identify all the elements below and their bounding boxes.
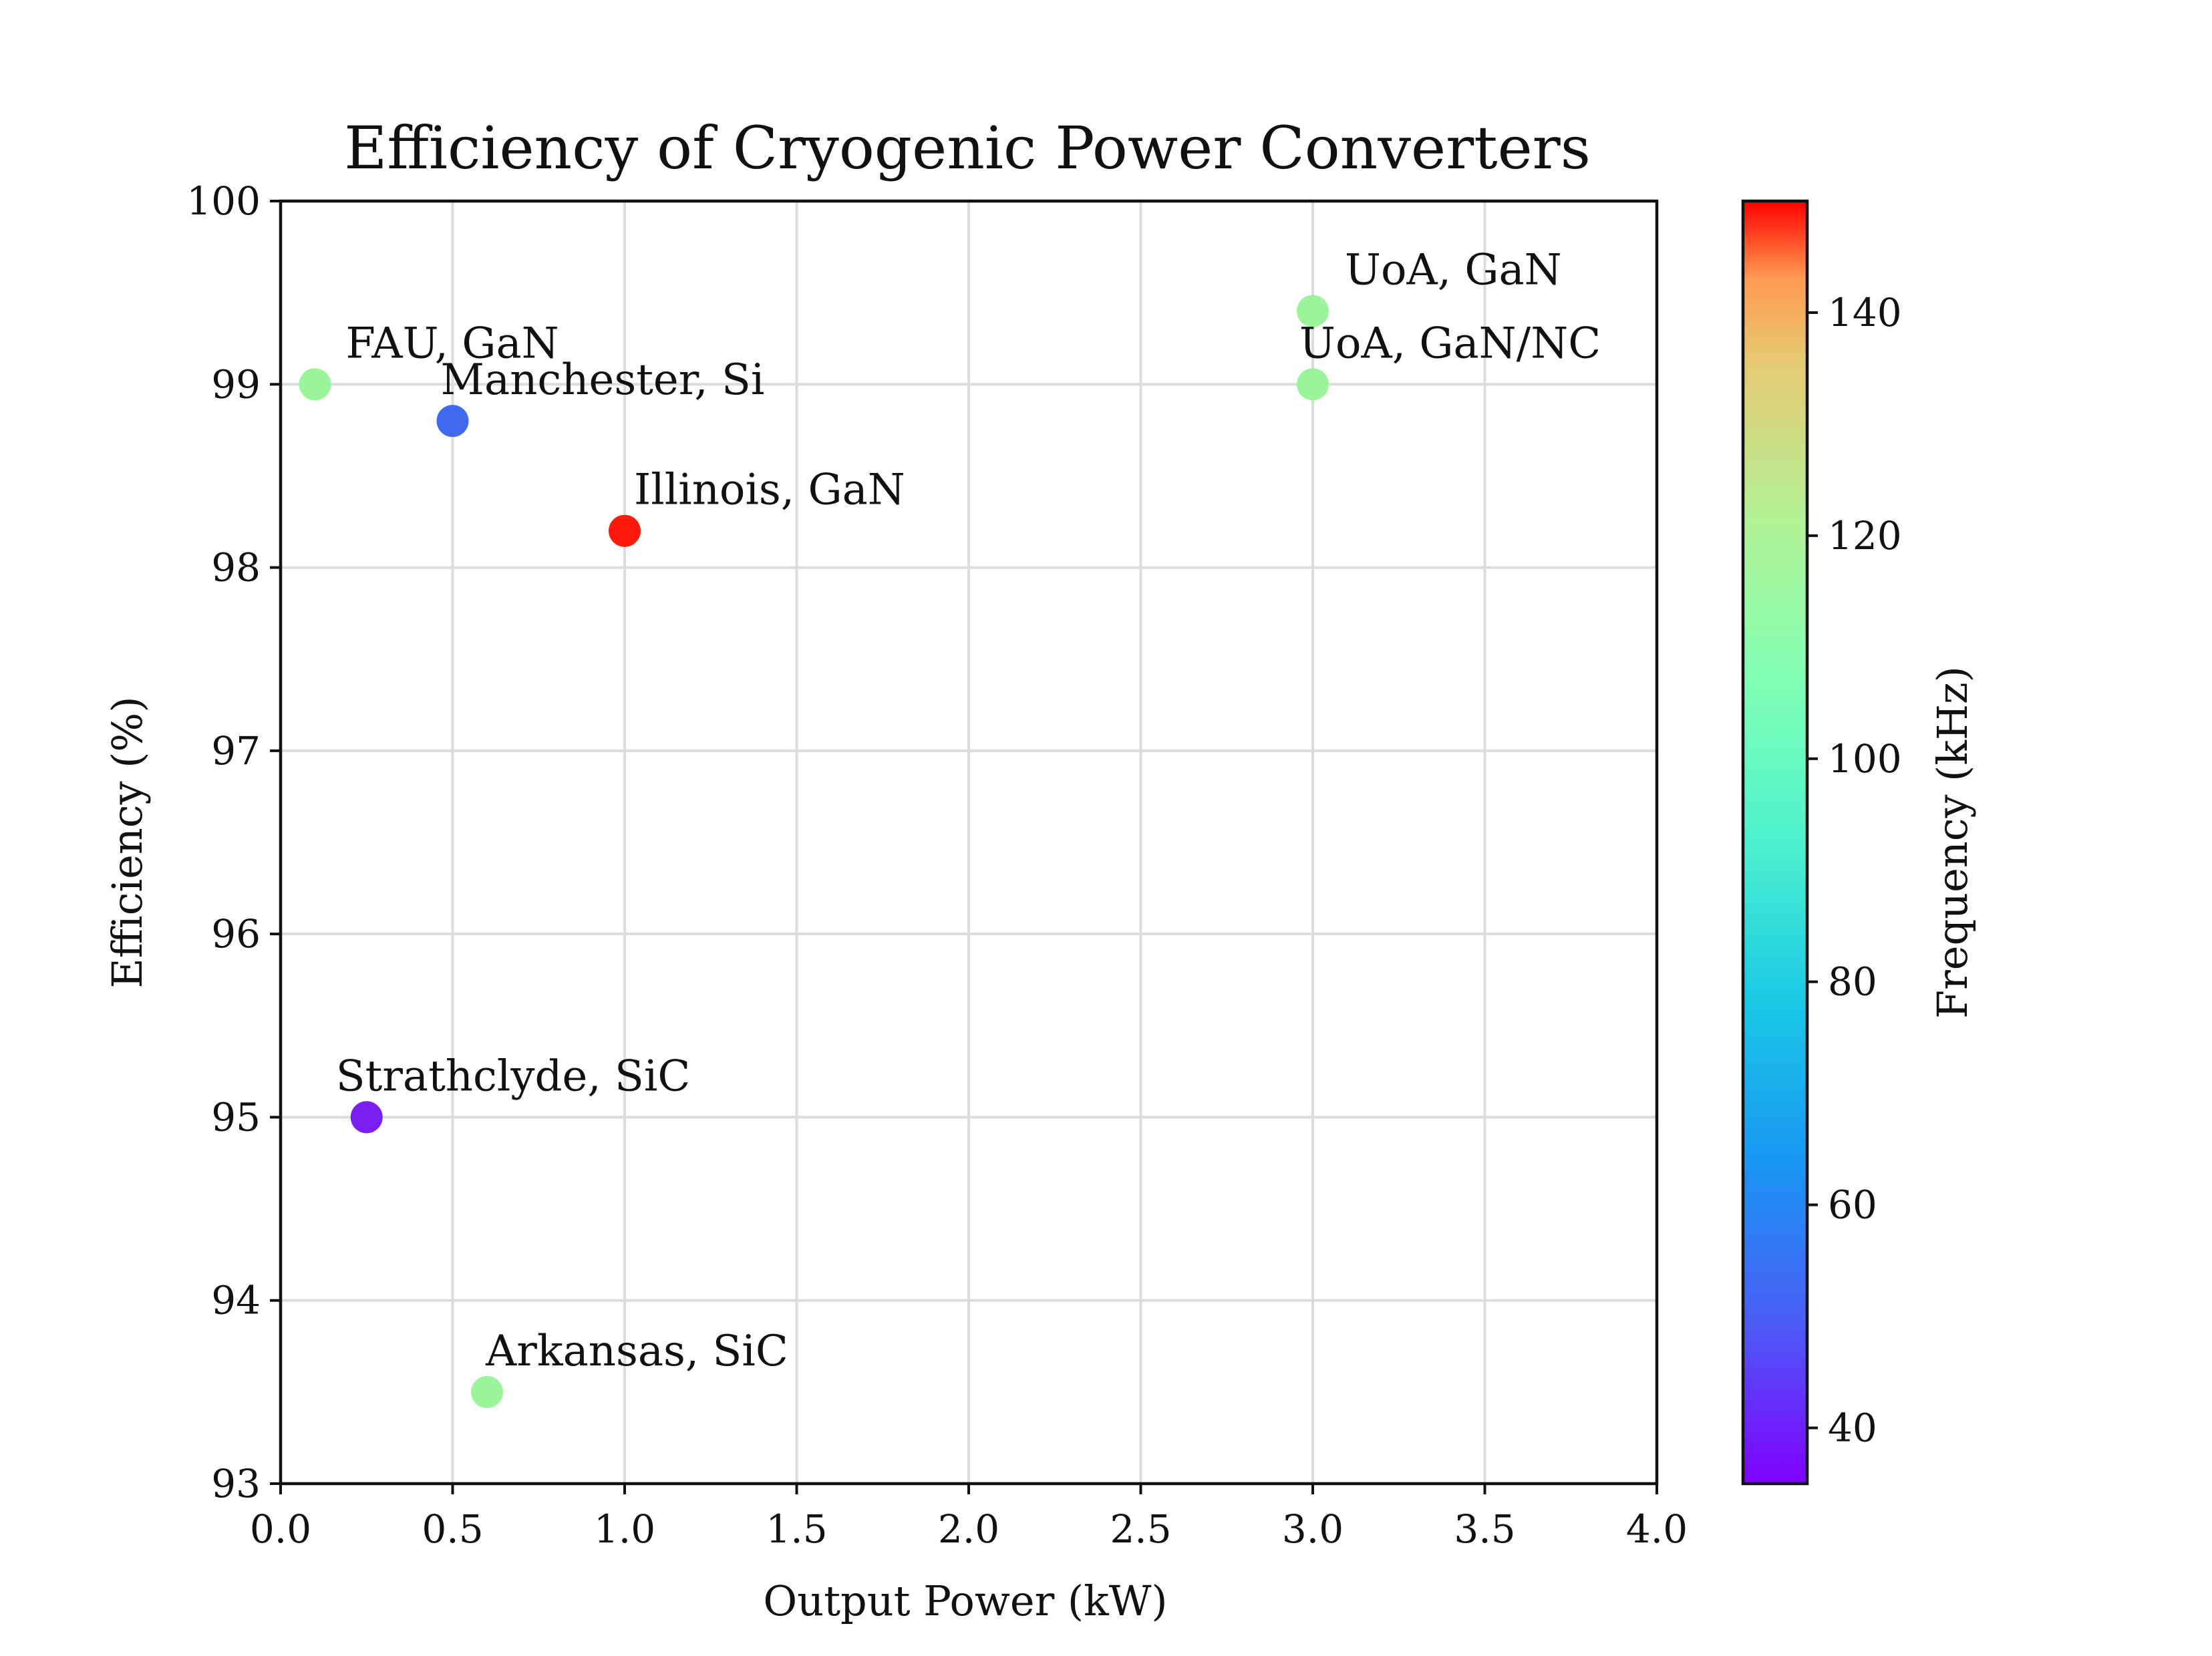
colorbar-tick-label: 140 xyxy=(1828,290,1902,335)
x-tick-label: 4.0 xyxy=(1626,1506,1688,1552)
y-tick-label: 97 xyxy=(211,728,261,774)
x-tick-label: 3.0 xyxy=(1282,1506,1344,1552)
y-axis-label: Efficiency (%) xyxy=(103,696,152,988)
colorbar xyxy=(1741,199,1809,1486)
colorbar-tick-label: 40 xyxy=(1828,1405,1877,1451)
y-tick-label: 93 xyxy=(211,1461,261,1506)
scatter-point xyxy=(471,1375,503,1408)
x-axis-label: Output Power (kW) xyxy=(763,1577,1167,1625)
colorbar-tick-label: 60 xyxy=(1828,1182,1877,1228)
y-tick-label: 100 xyxy=(186,178,261,224)
point-label: Manchester, Si xyxy=(441,355,765,405)
x-tick-label: 0.0 xyxy=(250,1506,311,1552)
point-label: UoA, GaN xyxy=(1345,246,1562,295)
colorbar-label: Frequency (kHz) xyxy=(1928,666,1977,1019)
colorbar-tick-label: 120 xyxy=(1828,513,1902,558)
colorbar-tick-label: 80 xyxy=(1828,959,1877,1005)
x-tick-label: 2.0 xyxy=(938,1506,999,1552)
colorbar-ticks: 40 60 80 100 120 140 xyxy=(1807,290,1902,1451)
y-tick-label: 96 xyxy=(211,911,261,957)
scatter-point xyxy=(1297,368,1329,401)
x-tick-label: 3.5 xyxy=(1454,1506,1515,1552)
point-label: Strathclyde, SiC xyxy=(336,1051,691,1101)
point-label: FAU, GaN xyxy=(346,319,559,368)
y-tick-label: 98 xyxy=(211,545,261,591)
x-tick-label: 1.0 xyxy=(594,1506,655,1552)
points-layer xyxy=(299,295,1329,1408)
axis-ticks: 0.0 0.5 1.0 1.5 2.0 2.5 3.0 3.5 4.0 93 94 95 96 97 98 9… xyxy=(186,178,1688,1552)
y-tick-label: 95 xyxy=(211,1094,261,1140)
x-tick-label: 2.5 xyxy=(1110,1506,1171,1552)
point-label: UoA, GaN/NC xyxy=(1299,319,1601,368)
y-tick-label: 99 xyxy=(211,361,261,407)
colorbar-tick-label: 100 xyxy=(1828,736,1902,782)
y-tick-label: 94 xyxy=(211,1278,261,1323)
point-label: Arkansas, SiC xyxy=(485,1327,788,1376)
x-tick-label: 1.5 xyxy=(766,1506,827,1552)
scatter-point xyxy=(609,514,641,547)
scatter-point xyxy=(299,368,331,401)
scatter-point xyxy=(350,1101,383,1134)
x-tick-label: 0.5 xyxy=(422,1506,483,1552)
chart-title: Efficiency of Cryogenic Power Converters xyxy=(344,114,1591,182)
scatter-point xyxy=(1297,295,1329,327)
scatter-point xyxy=(436,405,469,438)
point-label: Illinois, GaN xyxy=(634,466,905,515)
